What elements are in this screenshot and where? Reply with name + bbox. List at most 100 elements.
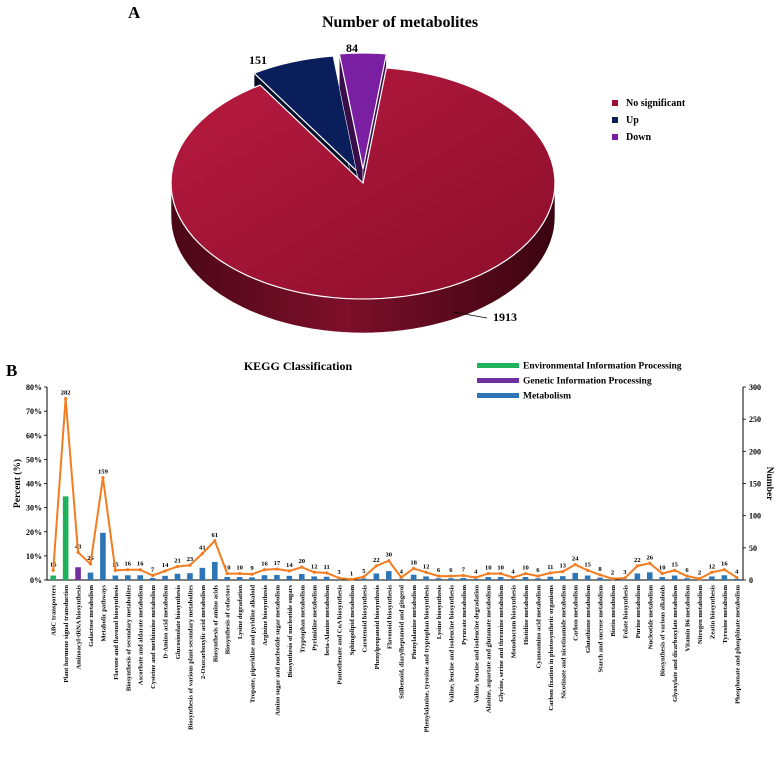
category-label-23: Pantothenate and CoA biosynthesis — [337, 585, 344, 685]
bar-7 — [137, 575, 144, 580]
bar-value-40: 11 — [547, 564, 553, 571]
bar-value-9: 14 — [162, 562, 169, 569]
count-marker-46 — [623, 576, 627, 580]
bar-48 — [646, 572, 653, 580]
ytick-label-0: 0% — [30, 576, 42, 585]
category-label-12: 2-Oxocarboxylic acid metabolism — [200, 585, 207, 680]
category-label-14: Biosynthesis of cofactors — [225, 585, 232, 655]
count-marker-22 — [325, 571, 329, 575]
count-marker-29 — [412, 566, 416, 571]
category-label-45: Biotin metabolism — [610, 584, 617, 636]
bar-43 — [584, 575, 591, 580]
bar-value-50: 15 — [671, 561, 678, 568]
bar-8 — [149, 577, 156, 580]
bar-12 — [199, 567, 206, 580]
bar-value-48: 26 — [646, 554, 653, 561]
pie-top-0 — [170, 67, 556, 300]
count-marker-0 — [51, 568, 55, 572]
bar-15 — [236, 577, 243, 580]
bar-value-24: 1 — [350, 570, 353, 577]
count-marker-12 — [200, 552, 204, 556]
count-marker-28 — [399, 575, 403, 580]
count-marker-26 — [374, 564, 378, 568]
category-label-35: Alanine, aspartate and glutamate metabol… — [486, 584, 493, 713]
count-marker-11 — [188, 563, 192, 567]
bar-value-13: 61 — [211, 532, 218, 539]
count-marker-2 — [76, 550, 80, 554]
count-marker-21 — [312, 570, 316, 574]
bar-legend: Environmental Information Processing Gene… — [477, 362, 682, 402]
count-marker-33 — [461, 573, 465, 578]
category-label-4: Metabolic pathways — [100, 585, 107, 642]
bar-value-43: 15 — [584, 561, 591, 568]
count-marker-20 — [300, 565, 304, 569]
ytick-label-8: 80% — [26, 383, 42, 392]
count-marker-6 — [126, 568, 130, 572]
bar-value-20: 20 — [298, 558, 305, 565]
category-label-2: Aminoacyl-tRNA biosynthesis — [76, 585, 83, 670]
pie-leader-line — [452, 311, 488, 319]
category-label-15: Lysine degradation — [237, 585, 244, 639]
bar-40 — [547, 576, 554, 580]
bar-49 — [659, 577, 666, 580]
y2tick-label-1: 50 — [749, 544, 757, 553]
bar-value-53: 12 — [709, 563, 716, 570]
y2tick-label-0: 0 — [749, 576, 753, 585]
category-label-3: Galactose metabolism — [88, 584, 95, 646]
y2tick-label-5: 250 — [749, 415, 761, 424]
pie-legend: No significant Up Down — [612, 98, 686, 143]
category-label-52: Nitrogen metabolism — [697, 585, 704, 645]
bar-value-35: 10 — [485, 565, 492, 572]
bar-27 — [385, 571, 392, 580]
ytick-label-7: 70% — [26, 407, 42, 416]
category-label-37: Monobactam biosynthesis — [511, 585, 518, 659]
bar-38 — [522, 577, 529, 580]
count-marker-49 — [660, 571, 664, 576]
count-marker-3 — [88, 562, 93, 566]
pie-chart: 1913 151 84 — [170, 41, 556, 334]
bar-value-28: 4 — [400, 568, 404, 575]
pie-legend-label-2: Down — [626, 132, 651, 143]
bar-value-39: 6 — [536, 567, 540, 574]
category-label-11: Biosynthesis of various plant secondary … — [187, 585, 194, 730]
category-label-53: Zeatin biosynthesis — [709, 585, 716, 639]
count-marker-52 — [697, 577, 702, 581]
bar-value-30: 12 — [423, 563, 430, 570]
category-label-16: Tropane, piperidine and pyridine alkaloi… — [250, 585, 257, 703]
panel-b-letter: B — [6, 361, 17, 380]
category-label-28: Stilbenoid, diarylheptanoid and gingerol — [399, 585, 406, 699]
bar-50 — [671, 575, 678, 580]
bar-value-51: 6 — [685, 567, 689, 574]
category-label-13: Biosynthesis of amino acids — [212, 585, 219, 663]
bar-13 — [211, 561, 218, 580]
category-label-17: Arginine biosynthesis — [262, 585, 269, 646]
pie-label-1: 151 — [249, 53, 267, 67]
bar-11 — [187, 573, 193, 580]
count-marker-35 — [486, 571, 490, 576]
count-marker-44 — [598, 573, 602, 577]
count-marker-48 — [648, 561, 652, 565]
bar-value-17: 16 — [261, 561, 268, 568]
count-marker-25 — [362, 575, 366, 579]
bar-value-15: 10 — [236, 565, 243, 572]
category-label-30: Phenylalanine, tyrosine and tryptophan b… — [424, 585, 431, 733]
category-label-27: Flavonoid biosynthesis — [386, 585, 393, 649]
pie-legend-label-0: No significant — [626, 98, 686, 109]
count-marker-27 — [387, 559, 391, 563]
count-marker-4 — [101, 476, 105, 480]
category-label-8: Cysteine and methionine metabolism — [150, 585, 157, 689]
count-marker-15 — [238, 571, 242, 576]
bar-2 — [75, 567, 81, 580]
category-label-9: D-Amino acid metabolism — [163, 585, 170, 659]
bar-value-29: 18 — [410, 559, 417, 566]
bar-value-14: 10 — [224, 565, 231, 572]
count-marker-39 — [536, 574, 540, 578]
pie-top-2 — [338, 52, 388, 170]
count-marker-42 — [573, 562, 577, 567]
category-label-20: Tryptophan metabolism — [299, 584, 306, 652]
category-label-46: Folate biosynthesis — [622, 585, 629, 639]
category-label-50: Glyoxylate and dicarboxylate metabolism — [672, 585, 679, 703]
bar-5 — [112, 575, 119, 580]
count-marker-31 — [436, 574, 441, 578]
